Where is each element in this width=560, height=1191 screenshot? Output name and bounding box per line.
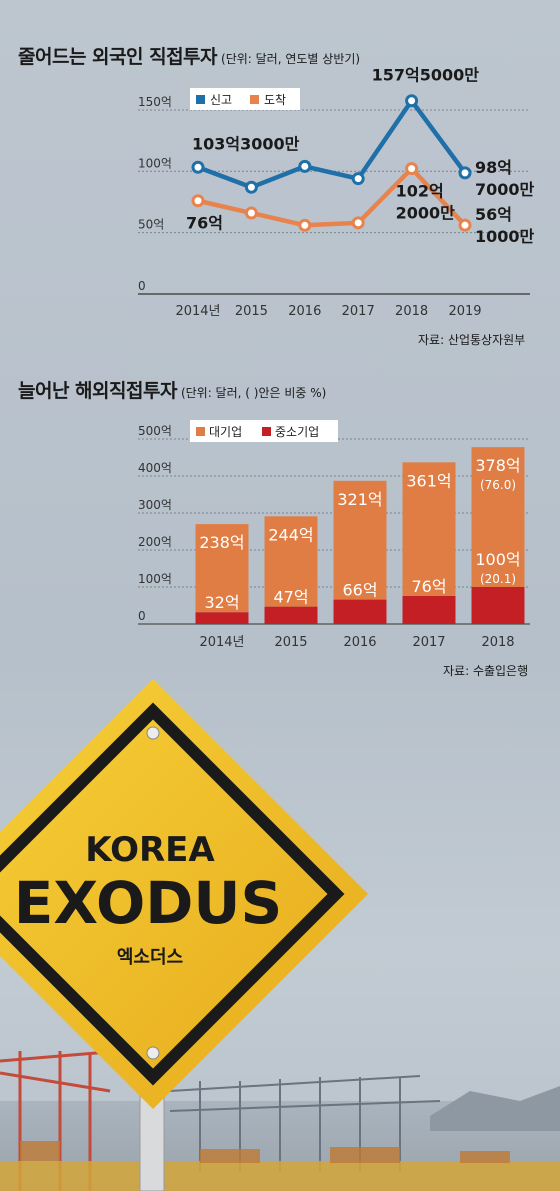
data-label: 238억 — [199, 533, 244, 552]
series-line-arrived — [197, 166, 467, 228]
data-label: 98억 — [475, 158, 512, 177]
data-point — [458, 166, 472, 180]
legend-label: 신고 — [210, 93, 232, 107]
y-tick-label: 100억 — [138, 572, 172, 586]
legend-swatch — [262, 427, 271, 436]
x-tick-label: 2017 — [412, 635, 445, 650]
data-label: 244억 — [268, 525, 313, 544]
chart2-subtitle: (단위: 달러, ( )안은 비중 %) — [180, 386, 327, 400]
data-point — [351, 216, 365, 230]
x-tick-label: 2015 — [235, 304, 268, 319]
bar-segment-sme — [402, 595, 456, 624]
data-label: 321억 — [337, 490, 382, 509]
y-tick-label: 300억 — [138, 498, 172, 512]
legend-swatch — [250, 95, 259, 104]
series-line-reported — [197, 98, 467, 190]
data-point — [244, 180, 258, 194]
legend-label: 도착 — [264, 93, 286, 107]
sign-line3: 엑소더스 — [117, 947, 183, 968]
x-tick-label: 2014년 — [175, 304, 220, 319]
data-label: 1000만 — [475, 227, 535, 246]
sign-line1: KOREA — [85, 830, 215, 870]
x-tick-label: 2014년 — [199, 635, 244, 650]
x-tick-label: 2018 — [395, 304, 428, 319]
bar-segment-large — [471, 447, 525, 587]
data-point — [244, 206, 258, 220]
legend-swatch — [196, 427, 205, 436]
data-label: 47억 — [273, 588, 308, 607]
share-label: (76.0) — [480, 478, 516, 492]
bolt-icon — [146, 1046, 160, 1060]
sign-line2: EXODUS — [14, 869, 283, 937]
bolt-icon — [146, 726, 160, 740]
share-label: (20.1) — [480, 572, 516, 586]
chart1-title: 줄어드는 외국인 직접투자 (단위: 달러, 연도별 상반기) — [18, 46, 361, 68]
bar-chart: 0 100억 200억 300억 400억 500억 대기업 중소기업 238억 32억 2014년… — [138, 420, 530, 650]
y-tick-label: 500억 — [138, 424, 172, 438]
bar-segment-large — [195, 524, 249, 613]
x-tick-label: 2016 — [288, 304, 321, 319]
data-point — [298, 218, 312, 232]
y-tick-label: 400억 — [138, 461, 172, 475]
x-tick-label: 2017 — [342, 304, 375, 319]
legend-label: 중소기업 — [275, 425, 319, 439]
y-tick-label: 0 — [138, 279, 146, 293]
legend-swatch — [196, 95, 205, 104]
data-label: 361억 — [406, 471, 451, 490]
data-label: 100억 — [475, 550, 520, 569]
data-label: 102억 — [396, 182, 444, 201]
data-label: 76억 — [411, 577, 446, 596]
chart2-title: 늘어난 해외직접투자 (단위: 달러, ( )안은 비중 %) — [18, 380, 327, 402]
data-point — [458, 218, 472, 232]
port-cranes — [0, 1049, 560, 1191]
x-tick-label: 2016 — [343, 635, 376, 650]
exodus-sign-illustration: KOREA EXODUS 엑소더스 — [0, 679, 560, 1191]
data-label: 66억 — [342, 581, 377, 600]
line-chart: 0 50억 100억 150억 2014년 2015 2016 2017 2018 2019 신고 도… — [138, 66, 535, 319]
data-label: 103억3000만 — [192, 134, 300, 153]
data-point — [405, 94, 419, 108]
legend-label: 대기업 — [209, 425, 242, 439]
data-point — [298, 159, 312, 173]
data-label: 7000만 — [475, 180, 535, 199]
bar-segment-large — [333, 480, 387, 600]
data-label: 157억5000만 — [372, 66, 480, 85]
bar-segment-sme — [471, 587, 525, 624]
data-point — [191, 194, 205, 208]
x-tick-label: 2019 — [448, 304, 481, 319]
chart1-subtitle: (단위: 달러, 연도별 상반기) — [221, 52, 361, 66]
y-tick-label: 100억 — [138, 156, 172, 170]
legend-box — [190, 88, 300, 110]
chart2-source: 자료: 수출입은행 — [443, 664, 529, 678]
bar-segment-large — [402, 462, 456, 596]
bar-segment-sme — [333, 599, 387, 624]
data-point — [191, 160, 205, 174]
x-tick-label: 2018 — [481, 635, 514, 650]
y-tick-label: 0 — [138, 609, 146, 623]
chart1-source: 자료: 산업통상자원부 — [418, 333, 526, 347]
bar-segment-sme — [195, 612, 249, 624]
y-tick-label: 50억 — [138, 218, 164, 232]
data-label: 76억 — [186, 214, 223, 233]
data-label: 56억 — [475, 205, 512, 224]
data-point — [351, 172, 365, 186]
data-label: 32억 — [204, 593, 239, 612]
bar-segment-large — [264, 516, 318, 607]
x-tick-label: 2015 — [274, 635, 307, 650]
bar-segment-sme — [264, 606, 318, 624]
data-label: 2000만 — [396, 204, 456, 223]
data-point — [405, 162, 419, 176]
y-tick-label: 200억 — [138, 535, 172, 549]
y-tick-label: 150억 — [138, 95, 172, 109]
sign-board: KOREA EXODUS 엑소더스 — [0, 679, 368, 1109]
data-label: 378억 — [475, 456, 520, 475]
